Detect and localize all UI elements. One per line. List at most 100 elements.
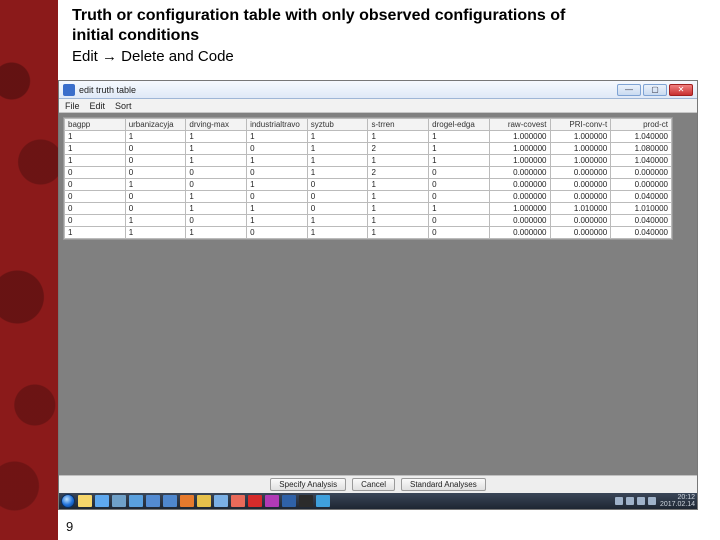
table-cell[interactable]: 0 (65, 191, 126, 203)
taskbar-app-icon[interactable] (197, 495, 211, 507)
table-cell[interactable]: 0 (247, 143, 308, 155)
table-cell[interactable]: 0.000000 (550, 215, 611, 227)
table-cell[interactable]: 1.000000 (489, 131, 550, 143)
table-cell[interactable]: 0.000000 (489, 191, 550, 203)
table-cell[interactable]: 1.080000 (611, 143, 672, 155)
table-cell[interactable]: 2 (368, 167, 429, 179)
table-cell[interactable]: 0.040000 (611, 227, 672, 239)
table-cell[interactable]: 0 (125, 143, 186, 155)
table-cell[interactable]: 0 (307, 179, 368, 191)
table-row[interactable]: 00110111.0000001.0100001.010000 (65, 203, 672, 215)
table-cell[interactable]: 1.000000 (489, 155, 550, 167)
table-cell[interactable]: 1.000000 (489, 203, 550, 215)
table-cell[interactable]: 1 (247, 203, 308, 215)
table-cell[interactable]: 1 (307, 143, 368, 155)
table-cell[interactable]: 0 (65, 215, 126, 227)
table-cell[interactable]: 0 (186, 167, 247, 179)
table-row[interactable]: 01010100.0000000.0000000.000000 (65, 179, 672, 191)
table-cell[interactable]: 0 (65, 203, 126, 215)
clock-time[interactable]: 20:12 (660, 494, 695, 501)
table-cell[interactable]: 1 (186, 131, 247, 143)
table-cell[interactable]: 2 (368, 143, 429, 155)
table-cell[interactable]: 1 (307, 131, 368, 143)
window-close-button[interactable]: ✕ (669, 84, 693, 96)
table-cell[interactable]: 1 (65, 155, 126, 167)
start-orb[interactable] (61, 494, 75, 508)
table-cell[interactable]: 1 (186, 203, 247, 215)
table-cell[interactable]: 0.000000 (611, 179, 672, 191)
table-cell[interactable]: 1 (368, 215, 429, 227)
table-cell[interactable]: 1 (368, 131, 429, 143)
table-cell[interactable]: 1 (429, 143, 490, 155)
table-cell[interactable]: 0 (125, 203, 186, 215)
table-row[interactable]: 11101100.0000000.0000000.040000 (65, 227, 672, 239)
column-header[interactable]: raw-covest (489, 119, 550, 131)
column-header[interactable]: drogel-edga (429, 119, 490, 131)
tray-icon[interactable] (637, 497, 645, 505)
table-cell[interactable]: 0.000000 (550, 167, 611, 179)
menu-edit[interactable]: Edit (90, 101, 106, 111)
table-cell[interactable]: 1 (307, 227, 368, 239)
table-cell[interactable]: 1 (125, 179, 186, 191)
table-cell[interactable]: 1 (186, 191, 247, 203)
table-cell[interactable]: 0 (429, 179, 490, 191)
table-cell[interactable]: 0.000000 (550, 227, 611, 239)
table-row[interactable]: 10101211.0000001.0000001.080000 (65, 143, 672, 155)
table-cell[interactable]: 1.000000 (550, 131, 611, 143)
taskbar-app-icon[interactable] (78, 495, 92, 507)
clock-date[interactable]: 2017.02.14 (660, 501, 695, 508)
table-cell[interactable]: 1.000000 (550, 143, 611, 155)
table-cell[interactable]: 1 (247, 215, 308, 227)
table-cell[interactable]: 0 (125, 167, 186, 179)
table-cell[interactable]: 0 (307, 203, 368, 215)
table-cell[interactable]: 1 (368, 191, 429, 203)
column-header[interactable]: PRI-conv-t (550, 119, 611, 131)
table-cell[interactable]: 1 (247, 155, 308, 167)
table-cell[interactable]: 0 (429, 215, 490, 227)
table-cell[interactable]: 1 (429, 155, 490, 167)
window-maximize-button[interactable]: ▢ (643, 84, 667, 96)
table-cell[interactable]: 0.000000 (489, 215, 550, 227)
truth-table[interactable]: bagppurbanizacyjadrving-maxindustrialtra… (63, 117, 673, 240)
system-tray[interactable] (615, 497, 656, 505)
column-header[interactable]: drving-max (186, 119, 247, 131)
taskbar-app-icon[interactable] (112, 495, 126, 507)
taskbar-app-icon[interactable] (299, 495, 313, 507)
table-cell[interactable]: 1 (368, 155, 429, 167)
window-titlebar[interactable]: edit truth table — ▢ ✕ (59, 81, 697, 99)
table-cell[interactable]: 0 (307, 191, 368, 203)
taskbar-app-icon[interactable] (129, 495, 143, 507)
taskbar-app-icon[interactable] (214, 495, 228, 507)
tray-icon[interactable] (626, 497, 634, 505)
column-header[interactable]: s-trren (368, 119, 429, 131)
column-header[interactable]: syztub (307, 119, 368, 131)
table-cell[interactable]: 1 (65, 143, 126, 155)
taskbar-app-icon[interactable] (282, 495, 296, 507)
table-cell[interactable]: 1.040000 (611, 155, 672, 167)
table-cell[interactable]: 0 (65, 179, 126, 191)
table-cell[interactable]: 0 (125, 191, 186, 203)
table-cell[interactable]: 1 (65, 227, 126, 239)
table-cell[interactable]: 0.000000 (550, 179, 611, 191)
table-cell[interactable]: 1 (247, 131, 308, 143)
specify-analysis-button[interactable]: Specify Analysis (270, 478, 346, 491)
table-cell[interactable]: 0 (65, 167, 126, 179)
table-cell[interactable]: 0.000000 (611, 167, 672, 179)
table-cell[interactable]: 0.040000 (611, 191, 672, 203)
column-header[interactable]: prod-ct (611, 119, 672, 131)
taskbar-app-icon[interactable] (95, 495, 109, 507)
taskbar-app-icon[interactable] (180, 495, 194, 507)
table-cell[interactable]: 0 (429, 191, 490, 203)
table-row[interactable]: 00001200.0000000.0000000.000000 (65, 167, 672, 179)
table-cell[interactable]: 0 (125, 155, 186, 167)
table-cell[interactable]: 0 (186, 179, 247, 191)
table-cell[interactable]: 1 (307, 215, 368, 227)
table-cell[interactable]: 0.000000 (489, 167, 550, 179)
table-cell[interactable]: 1 (125, 227, 186, 239)
table-cell[interactable]: 1 (368, 227, 429, 239)
table-row[interactable]: 10111111.0000001.0000001.040000 (65, 155, 672, 167)
taskbar-app-icon[interactable] (163, 495, 177, 507)
table-cell[interactable]: 0 (186, 215, 247, 227)
menu-file[interactable]: File (65, 101, 80, 111)
table-cell[interactable]: 1 (65, 131, 126, 143)
